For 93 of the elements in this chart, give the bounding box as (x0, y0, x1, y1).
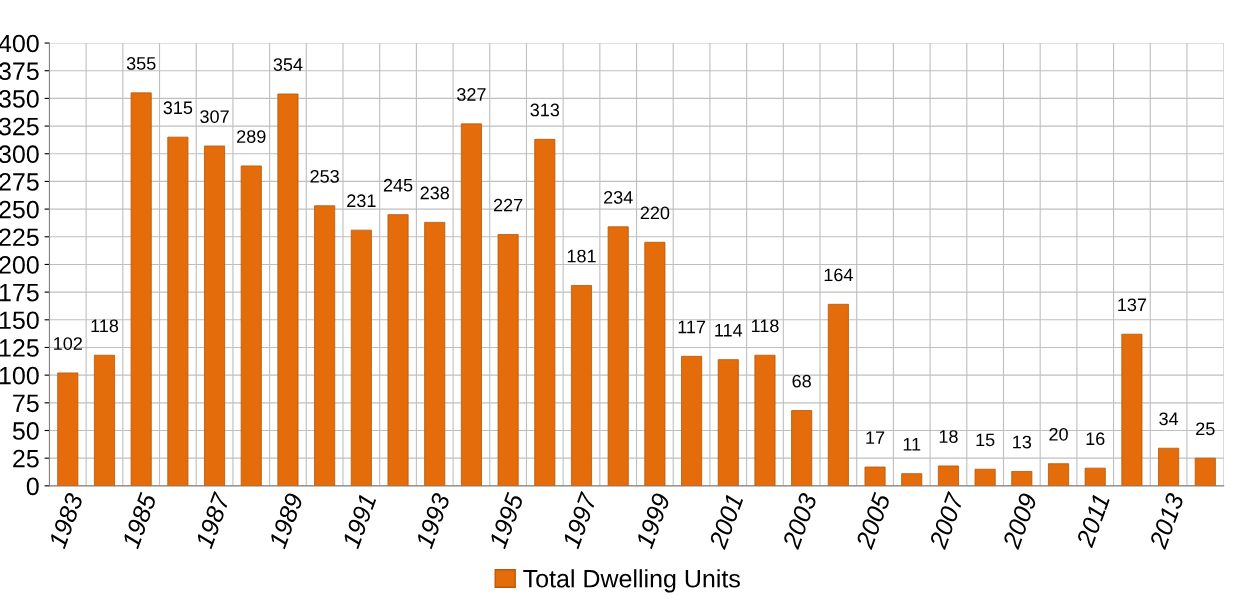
data-label: 13 (1013, 435, 1032, 449)
y-tick-label: 75 (13, 394, 39, 413)
y-tick-label: 150 (0, 311, 39, 330)
y-tick-label: 250 (0, 200, 39, 219)
bar (1048, 463, 1070, 486)
bar (314, 205, 336, 486)
bar (240, 165, 262, 486)
bar (644, 241, 666, 486)
x-tick-label: 1983 (48, 491, 84, 550)
y-tick-label: 0 (26, 477, 39, 496)
y-tick-label: 25 (13, 449, 39, 468)
x-tick-label: 2003 (781, 491, 818, 551)
data-label: 355 (126, 57, 156, 70)
data-label: 15 (976, 433, 995, 447)
bar (1011, 471, 1033, 486)
data-label: 327 (457, 88, 486, 101)
x-tick-label: 1999 (635, 492, 671, 550)
x-tick-label: 2011 (1075, 493, 1110, 549)
data-label: 114 (715, 324, 743, 337)
bar (607, 226, 629, 486)
data-label: 354 (273, 58, 303, 71)
bar (1084, 467, 1106, 486)
x-tick-label: 1987 (194, 490, 231, 550)
bar (1194, 457, 1216, 486)
bar (167, 136, 189, 486)
x-tick-label: 2005 (855, 491, 891, 551)
data-label: 68 (792, 374, 811, 388)
data-label: 118 (91, 319, 119, 333)
bar (130, 92, 152, 486)
data-label: 245 (383, 178, 413, 192)
data-label: 313 (530, 103, 560, 117)
data-label: 289 (237, 130, 266, 143)
data-label: 253 (310, 169, 339, 183)
bar (901, 473, 923, 486)
x-tick-label: 1993 (415, 491, 451, 550)
bar (424, 221, 446, 486)
bar (1158, 447, 1180, 486)
data-label: 181 (567, 249, 596, 263)
bar (974, 468, 996, 486)
bar (350, 229, 372, 486)
y-tick-label: 225 (0, 228, 39, 247)
bar (204, 145, 226, 486)
data-label: 18 (939, 430, 958, 443)
y-tick-label: 125 (0, 339, 39, 357)
bar (754, 354, 776, 486)
bar (570, 285, 593, 486)
bar (534, 138, 556, 486)
data-label: 307 (200, 110, 229, 123)
data-label: 20 (1049, 427, 1068, 441)
x-tick-label: 1991 (341, 493, 377, 550)
data-label: 238 (420, 186, 449, 200)
bar (717, 359, 739, 486)
legend-label: Total Dwelling Units (523, 569, 740, 593)
y-tick-label: 275 (0, 173, 39, 191)
bar (1121, 333, 1143, 486)
data-label: 102 (54, 337, 82, 350)
data-label: 17 (866, 431, 885, 444)
bar (387, 214, 409, 486)
bar (937, 465, 959, 486)
y-tick-label: 50 (12, 422, 39, 440)
x-tick-label: 2013 (1148, 491, 1185, 551)
y-tick-label: 100 (0, 366, 39, 385)
bar (497, 234, 519, 486)
y-tick-label: 175 (0, 283, 39, 302)
data-label: 227 (493, 198, 523, 212)
x-tick-label: 1989 (268, 492, 304, 550)
data-label: 234 (604, 191, 633, 204)
x-tick-label: 2009 (1001, 492, 1038, 551)
bar (460, 123, 482, 486)
data-label: 137 (1118, 298, 1147, 312)
data-label: 16 (1086, 432, 1105, 446)
x-tick-label: 2001 (708, 493, 744, 551)
bar (681, 355, 703, 486)
bar (864, 466, 886, 486)
bar (791, 410, 813, 486)
x-tick-label: 1985 (121, 491, 158, 550)
data-label: 220 (640, 206, 670, 220)
x-tick-label: 2007 (928, 490, 965, 551)
bar (827, 303, 849, 486)
data-label: 231 (347, 194, 376, 208)
bar (93, 354, 115, 486)
data-label: 34 (1159, 412, 1179, 426)
data-label: 118 (751, 319, 779, 333)
data-label: 25 (1196, 422, 1215, 436)
x-tick-label: 1995 (488, 491, 524, 550)
data-label: 164 (824, 268, 853, 282)
bar (57, 372, 79, 486)
y-tick-label: 200 (0, 256, 39, 274)
data-label: 315 (163, 101, 193, 115)
bar (277, 93, 299, 486)
data-label: 117 (678, 320, 706, 334)
data-label: 11 (903, 438, 921, 451)
x-tick-label: 1997 (561, 490, 598, 550)
